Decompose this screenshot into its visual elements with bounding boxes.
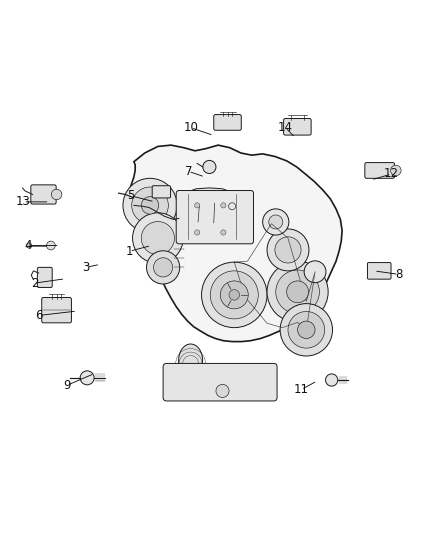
Circle shape [267, 261, 328, 322]
Ellipse shape [179, 344, 203, 377]
Circle shape [153, 258, 173, 277]
Circle shape [133, 213, 183, 263]
Text: 9: 9 [64, 379, 71, 392]
Circle shape [391, 165, 401, 176]
FancyBboxPatch shape [367, 263, 391, 279]
Text: 2: 2 [31, 277, 39, 289]
FancyBboxPatch shape [214, 115, 241, 130]
Circle shape [46, 241, 55, 250]
Circle shape [132, 187, 168, 224]
Circle shape [216, 384, 229, 398]
Circle shape [141, 197, 159, 214]
FancyBboxPatch shape [37, 268, 52, 287]
Circle shape [147, 251, 180, 284]
Text: 7: 7 [185, 165, 192, 178]
Text: 8: 8 [395, 268, 403, 281]
FancyBboxPatch shape [365, 163, 395, 179]
FancyBboxPatch shape [163, 364, 277, 401]
Text: 1: 1 [126, 245, 133, 258]
FancyBboxPatch shape [284, 118, 311, 135]
Circle shape [275, 237, 301, 263]
Text: 6: 6 [35, 309, 43, 322]
Circle shape [229, 289, 240, 300]
Circle shape [220, 281, 248, 309]
Circle shape [325, 374, 338, 386]
Circle shape [201, 262, 267, 328]
Circle shape [288, 311, 325, 348]
Circle shape [276, 270, 319, 313]
PathPatch shape [172, 188, 247, 224]
FancyBboxPatch shape [152, 185, 170, 198]
Circle shape [194, 203, 200, 208]
Circle shape [194, 230, 200, 235]
Circle shape [123, 179, 177, 232]
Circle shape [269, 215, 283, 229]
Circle shape [280, 304, 332, 356]
Circle shape [203, 160, 216, 174]
Circle shape [210, 271, 258, 319]
Text: 14: 14 [278, 121, 293, 134]
Circle shape [26, 243, 32, 248]
Text: 10: 10 [183, 121, 198, 134]
Circle shape [267, 229, 309, 271]
PathPatch shape [128, 145, 342, 342]
Circle shape [221, 230, 226, 235]
Text: 13: 13 [16, 196, 31, 208]
Text: 5: 5 [127, 189, 134, 202]
FancyBboxPatch shape [42, 297, 71, 323]
FancyBboxPatch shape [176, 190, 254, 244]
Circle shape [80, 371, 94, 385]
Circle shape [263, 209, 289, 235]
Circle shape [297, 321, 315, 338]
FancyBboxPatch shape [31, 185, 56, 204]
Text: 12: 12 [384, 167, 399, 181]
Circle shape [287, 281, 308, 303]
Circle shape [221, 203, 226, 208]
Circle shape [141, 222, 174, 255]
Text: 3: 3 [82, 261, 89, 274]
Circle shape [304, 261, 326, 282]
Circle shape [51, 189, 62, 200]
Text: 11: 11 [293, 383, 309, 396]
Text: 4: 4 [24, 239, 32, 252]
